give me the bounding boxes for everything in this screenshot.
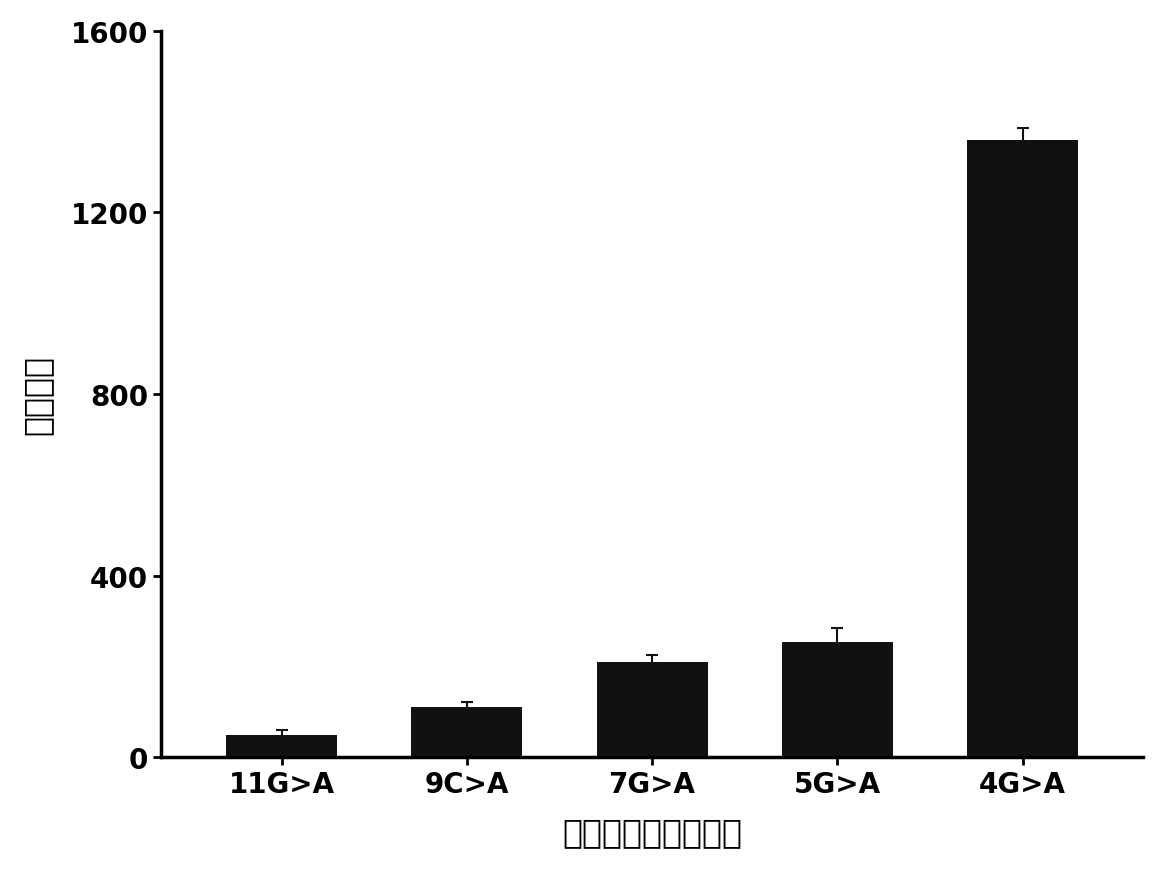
Bar bbox=[967, 141, 1078, 758]
X-axis label: 野生型基因突变位点: 野生型基因突变位点 bbox=[562, 815, 743, 848]
Bar bbox=[226, 735, 338, 758]
Bar bbox=[411, 707, 523, 758]
Bar bbox=[782, 642, 893, 758]
Bar bbox=[596, 662, 708, 758]
Y-axis label: 区分因子: 区分因子 bbox=[21, 355, 54, 434]
